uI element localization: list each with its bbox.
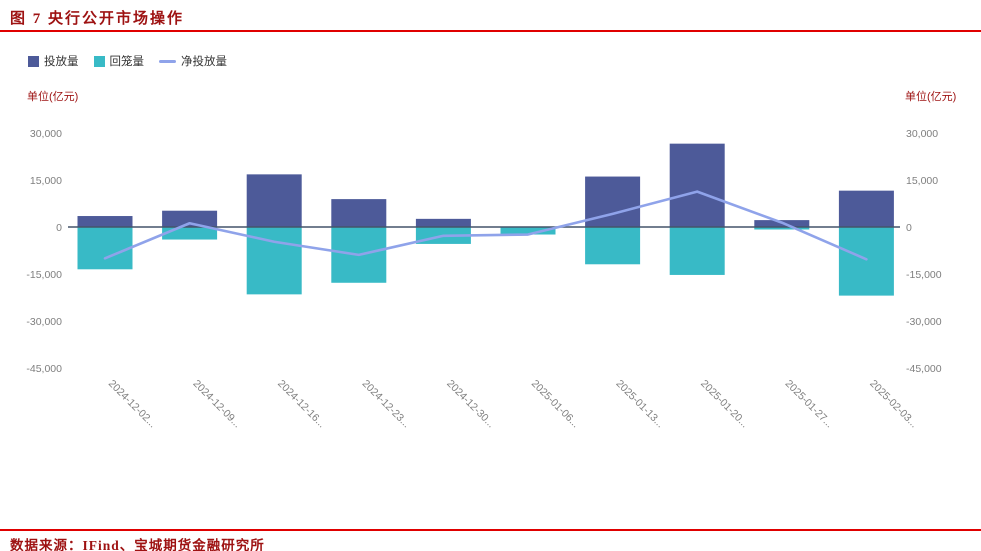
x-label-9: 2025-02-03... <box>867 378 920 431</box>
withdrawal-swatch-icon <box>93 55 105 67</box>
y-axis-unit-right: 单位(亿元) <box>905 91 957 103</box>
bar-回笼量-1 <box>162 227 218 240</box>
y-tick-right: -30,000 <box>906 316 942 328</box>
legend-label-withdrawal: 回笼量 <box>109 56 145 68</box>
chart-legend: 投放量 回笼量 净投放量 <box>28 53 227 69</box>
injection-swatch-icon <box>28 55 39 67</box>
bottom-rule <box>0 529 981 531</box>
bar-投放量-9 <box>838 190 894 227</box>
legend-item-withdrawal: 回笼量 <box>93 53 145 69</box>
legend-label-net: 净投放量 <box>181 56 227 68</box>
y-tick-left: 15,000 <box>30 175 62 187</box>
x-label-8: 2025-01-27... <box>783 378 836 431</box>
bar-投放量-1 <box>162 210 218 227</box>
x-label-3: 2024-12-23... <box>360 378 413 431</box>
y-tick-right: -45,000 <box>906 363 942 375</box>
x-label-5: 2025-01-06... <box>529 378 582 431</box>
y-tick-right: -15,000 <box>906 269 942 281</box>
bar-回笼量-9 <box>838 227 894 296</box>
legend-label-injection: 投放量 <box>44 56 79 68</box>
legend-item-net: 净投放量 <box>159 53 227 69</box>
x-label-1: 2024-12-09... <box>190 378 243 431</box>
bar-回笼量-0 <box>77 227 133 270</box>
bar-投放量-2 <box>246 174 302 227</box>
top-rule <box>0 30 981 32</box>
x-label-0: 2024-12-02... <box>106 378 159 431</box>
y-tick-right: 30,000 <box>906 128 938 140</box>
bar-回笼量-6 <box>585 227 641 265</box>
bar-投放量-4 <box>415 218 471 227</box>
bar-回笼量-7 <box>669 227 725 275</box>
data-source-note: 数据来源：IFind、宝城期货金融研究所 <box>10 538 265 551</box>
x-label-7: 2025-01-20... <box>698 378 751 431</box>
bar-回笼量-8 <box>754 227 810 230</box>
x-label-6: 2025-01-13... <box>613 378 666 431</box>
y-tick-right: 0 <box>906 222 912 234</box>
y-tick-left: 30,000 <box>30 128 62 140</box>
legend-item-injection: 投放量 <box>28 53 79 69</box>
x-label-2: 2024-12-16... <box>275 378 328 431</box>
bar-回笼量-5 <box>500 227 556 235</box>
net-injection-line <box>103 190 868 261</box>
x-label-4: 2024-12-30... <box>444 378 497 431</box>
y-tick-right: 15,000 <box>906 175 938 187</box>
net-line-marker-icon <box>159 59 176 63</box>
y-tick-left: -30,000 <box>26 316 62 328</box>
figure-title: 图 7 央行公开市场操作 <box>10 11 185 27</box>
y-tick-left: 0 <box>56 222 62 234</box>
y-axis-unit-left: 单位(亿元) <box>27 91 79 103</box>
bar-投放量-3 <box>331 199 387 227</box>
bar-投放量-7 <box>669 143 725 227</box>
bar-投放量-0 <box>77 216 133 227</box>
y-tick-left: -15,000 <box>26 269 62 281</box>
y-tick-left: -45,000 <box>26 363 62 375</box>
